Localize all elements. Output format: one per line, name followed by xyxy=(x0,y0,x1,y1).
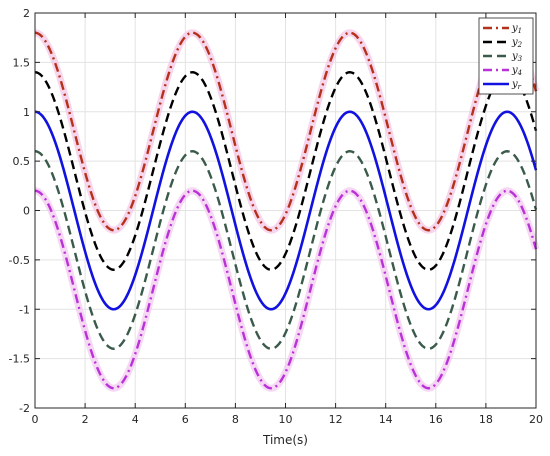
x-tick-label: 6 xyxy=(182,413,189,426)
series-line-y4 xyxy=(34,189,538,390)
y-tick-label: 2 xyxy=(23,7,30,20)
x-tick-label: 8 xyxy=(232,413,239,426)
legend-label-y1: y1 xyxy=(511,23,522,35)
series-line-y1 xyxy=(34,31,538,232)
x-tick-label: 16 xyxy=(429,413,443,426)
series-line-y2 xyxy=(34,71,538,271)
x-tick-label: 20 xyxy=(529,413,543,426)
series-line-yr xyxy=(34,110,538,311)
x-axis-label: Time(s) xyxy=(262,433,308,447)
legend: y1 y2 y3 y4 yr xyxy=(478,17,534,95)
y-tick-label: 1.5 xyxy=(13,56,31,69)
x-tick-label: 18 xyxy=(479,413,493,426)
x-tick-label: 14 xyxy=(379,413,393,426)
legend-label-y3: y3 xyxy=(511,51,523,63)
legend-label-yr: yr xyxy=(511,79,522,91)
legend-label-y4: y4 xyxy=(511,65,522,77)
series-line-y3 xyxy=(34,150,538,350)
y-tick-label: 0 xyxy=(23,205,30,218)
y-tick-label: -2 xyxy=(19,402,30,415)
y-tick-label: 1 xyxy=(23,106,30,119)
x-tick-label: 2 xyxy=(82,413,89,426)
x-tick-label: 10 xyxy=(279,413,293,426)
y-tick-label: 0.5 xyxy=(13,155,31,168)
legend-label-y2: y2 xyxy=(511,37,523,49)
x-tick-label: 0 xyxy=(32,413,39,426)
axes-ticks: 0 2 4 6 8 10 12 14 16 18 20 -2 -1.5 -1 -0.5 0 0.5 1 1.5 2 xyxy=(9,7,543,426)
y-tick-label: -1.5 xyxy=(9,353,30,366)
x-tick-label: 12 xyxy=(329,413,343,426)
y-tick-label: -1 xyxy=(19,303,30,316)
series-group xyxy=(32,29,540,392)
x-tick-label: 4 xyxy=(132,413,139,426)
y-tick-label: -0.5 xyxy=(9,254,30,267)
